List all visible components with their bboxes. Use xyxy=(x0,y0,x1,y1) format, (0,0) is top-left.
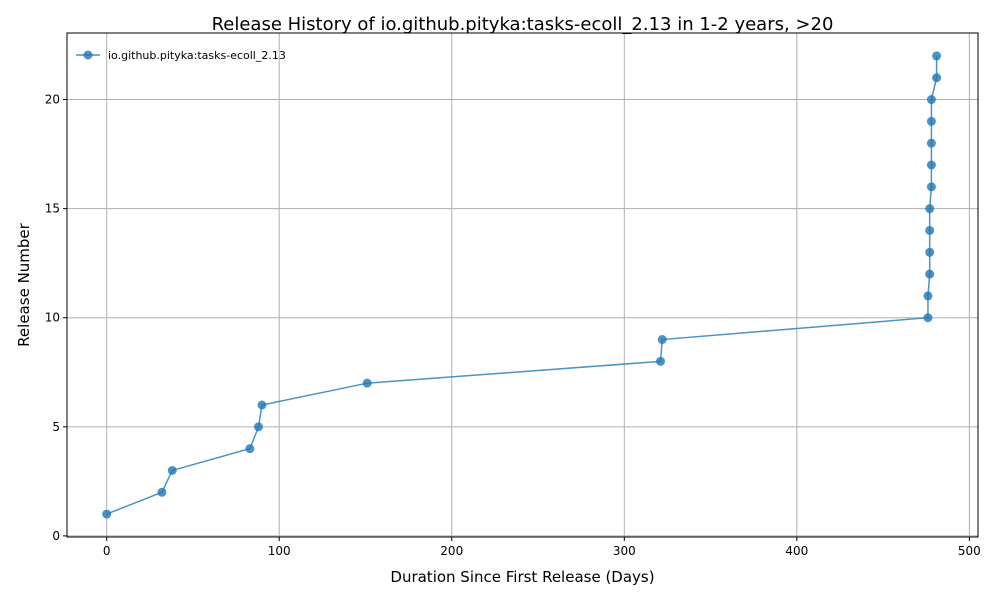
legend: io.github.pityka:tasks-ecoll_2.13 xyxy=(76,49,286,62)
data-point xyxy=(926,138,936,148)
ticks: 0 100 200 300 400 500 0 5 10 15 20 xyxy=(45,93,981,558)
y-tick-label: 10 xyxy=(45,311,60,325)
data-point xyxy=(926,182,936,192)
data-point xyxy=(925,247,935,257)
data-point xyxy=(932,51,942,61)
data-point xyxy=(923,291,933,301)
x-tick-label: 400 xyxy=(785,544,808,558)
data-point xyxy=(245,444,255,454)
data-point xyxy=(167,465,177,475)
x-tick-label: 100 xyxy=(268,544,291,558)
data-point xyxy=(926,95,936,105)
x-tick-label: 200 xyxy=(440,544,463,558)
legend-entry: io.github.pityka:tasks-ecoll_2.13 xyxy=(108,49,286,62)
series-layer xyxy=(102,51,942,519)
series-line xyxy=(106,55,938,515)
data-point xyxy=(656,356,666,366)
grid xyxy=(67,33,978,537)
data-point xyxy=(257,400,267,410)
y-tick-label: 15 xyxy=(45,202,60,216)
y-tick-label: 5 xyxy=(52,420,60,434)
data-point xyxy=(657,335,667,345)
legend-marker-icon xyxy=(83,50,93,60)
data-point xyxy=(926,116,936,126)
x-tick-label: 300 xyxy=(613,544,636,558)
data-point xyxy=(925,225,935,235)
data-point xyxy=(157,487,167,497)
data-point xyxy=(102,509,112,519)
data-point xyxy=(254,422,264,432)
x-axis-label: Duration Since First Release (Days) xyxy=(390,568,654,586)
data-point xyxy=(925,269,935,279)
y-tick-label: 20 xyxy=(45,93,60,107)
y-axis-label: Release Number xyxy=(15,222,33,346)
x-tick-label: 500 xyxy=(958,544,981,558)
chart-title: Release History of io.github.pityka:task… xyxy=(212,14,834,35)
data-point xyxy=(925,204,935,214)
data-point xyxy=(926,160,936,170)
data-point xyxy=(932,73,942,83)
data-point xyxy=(362,378,372,388)
plot-frame xyxy=(66,32,979,538)
x-tick-label: 0 xyxy=(103,544,111,558)
data-point xyxy=(923,313,933,323)
y-tick-label: 0 xyxy=(52,529,60,543)
